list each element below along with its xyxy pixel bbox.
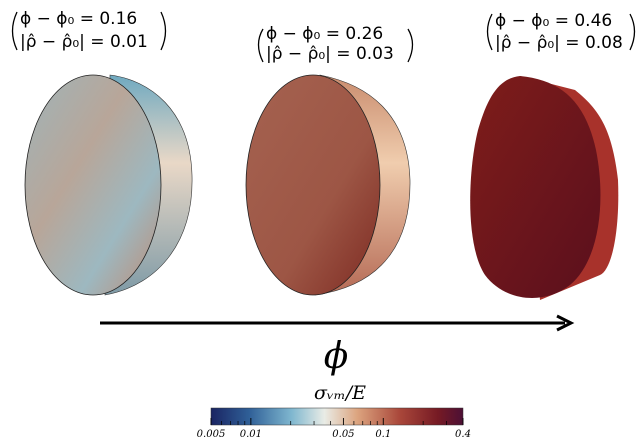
panel-label: ϕ − ϕ₀ = 0.16 (20, 9, 137, 29)
panel-label: ϕ − ϕ₀ = 0.26 (266, 24, 383, 44)
panel-label: |ρ̂ − ρ̂₀| = 0.03 (266, 44, 394, 64)
panel-label: ϕ − ϕ₀ = 0.46 (495, 11, 612, 31)
tick-label: 0.1 (375, 429, 391, 440)
shape-face (470, 76, 601, 298)
panel-label: |ρ̂ − ρ̂₀| = 0.08 (495, 33, 623, 53)
colorbar-ticks: 0.005 0.01 0.05 0.1 0.4 (197, 418, 471, 440)
brackets (11, 11, 636, 63)
tick-label: 0.4 (455, 429, 471, 440)
shape-face (245, 74, 381, 296)
tick-label: 0.05 (332, 429, 354, 440)
tick-label: 0.005 (197, 429, 226, 440)
axis-label: ϕ (324, 336, 349, 377)
tick-label: 0.01 (240, 429, 262, 440)
shape-face (24, 74, 162, 296)
colorbar-title: σᵥₘ/E (314, 382, 366, 404)
arrow-head (556, 314, 575, 332)
colorbar (210, 407, 464, 426)
panel-label: |ρ̂ − ρ̂₀| = 0.01 (20, 32, 148, 52)
